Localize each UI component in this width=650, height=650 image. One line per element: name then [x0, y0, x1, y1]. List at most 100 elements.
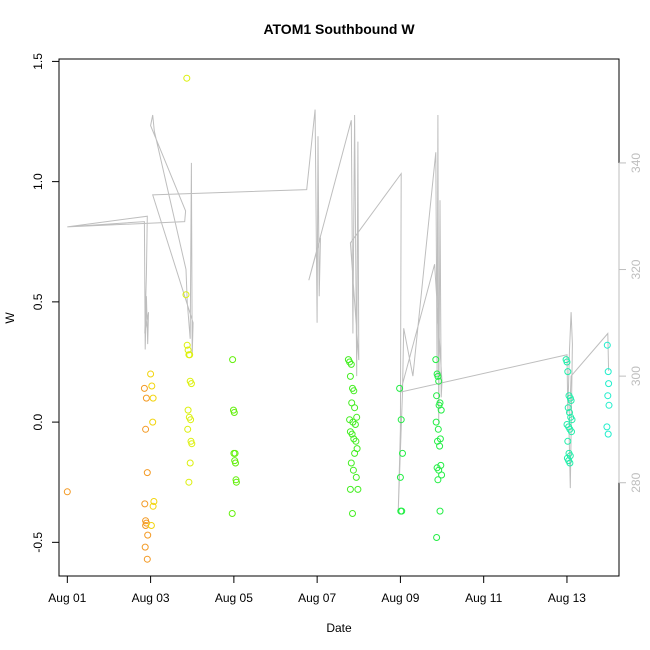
- y-axis-label: W: [3, 312, 17, 324]
- data-point: [564, 404, 572, 412]
- data-point: [563, 358, 571, 366]
- data-point: [142, 425, 150, 433]
- data-point: [348, 430, 356, 438]
- y2-tick-label: 280: [629, 472, 643, 492]
- x-tick-label: Aug 03: [132, 591, 170, 605]
- data-point: [352, 437, 360, 445]
- data-point: [143, 469, 151, 477]
- data-point: [396, 473, 404, 481]
- data-point: [185, 478, 193, 486]
- data-point: [603, 423, 611, 431]
- data-point: [436, 442, 444, 450]
- y-axis-right: 280 300 320 340: [618, 153, 643, 493]
- data-point: [141, 543, 149, 551]
- data-point: [63, 488, 71, 496]
- data-point: [148, 382, 156, 390]
- data-point: [438, 471, 446, 479]
- data-point: [567, 397, 575, 404]
- x-tick-label: Aug 07: [298, 591, 336, 605]
- data-points-layer: [63, 74, 613, 563]
- data-point: [228, 510, 236, 517]
- y2-tick-label: 300: [629, 366, 643, 386]
- data-point: [566, 459, 574, 467]
- data-point: [568, 416, 576, 424]
- data-point: [434, 425, 442, 433]
- data-point: [140, 384, 148, 392]
- data-point: [347, 459, 355, 467]
- data-point: [605, 380, 613, 388]
- x-axis: Aug 01 Aug 03 Aug 05 Aug 07 Aug 09 Aug 11 Aug …: [48, 575, 586, 605]
- data-point: [183, 341, 191, 349]
- data-point: [354, 485, 362, 493]
- data-point: [350, 387, 358, 395]
- y2-tick-label: 320: [629, 259, 643, 279]
- data-point: [351, 421, 359, 428]
- data-point: [397, 416, 405, 424]
- data-point: [230, 409, 238, 416]
- data-point: [349, 466, 357, 474]
- y-tick-label: 1.0: [31, 173, 45, 190]
- data-point: [434, 372, 442, 380]
- data-point: [566, 409, 573, 416]
- x-tick-label: Aug 05: [215, 591, 253, 605]
- data-point: [399, 449, 406, 457]
- data-point: [150, 498, 158, 505]
- y-axis-left: -0.5 0.0 0.5 1.0 1.5: [31, 53, 60, 553]
- data-point: [432, 418, 440, 426]
- right-axis-series-layer: [67, 109, 610, 510]
- data-point: [143, 555, 151, 563]
- data-point: [435, 377, 443, 385]
- data-point: [346, 372, 354, 380]
- y-tick-label: 0.0: [31, 413, 45, 430]
- data-point: [232, 478, 240, 486]
- data-point: [186, 351, 194, 359]
- data-point: [434, 476, 442, 484]
- x-tick-label: Aug 01: [48, 591, 86, 605]
- data-point: [433, 392, 441, 400]
- y2-tick-label: 340: [629, 153, 643, 173]
- data-point: [183, 74, 191, 82]
- right-axis-series-line: [67, 109, 610, 510]
- data-point: [604, 368, 612, 376]
- data-point: [187, 416, 195, 424]
- x-tick-label: Aug 09: [381, 591, 419, 605]
- y-tick-label: 0.5: [31, 293, 45, 310]
- data-point: [433, 534, 441, 541]
- data-point: [397, 507, 405, 515]
- data-point: [149, 394, 157, 402]
- data-point: [147, 370, 155, 378]
- data-point: [232, 476, 240, 484]
- data-point: [432, 356, 440, 364]
- data-point: [184, 406, 192, 414]
- data-point: [232, 459, 239, 467]
- data-point: [604, 392, 612, 400]
- data-point: [437, 406, 445, 414]
- data-point: [396, 384, 404, 392]
- data-point: [188, 440, 196, 448]
- data-point: [147, 522, 155, 529]
- data-point: [351, 404, 359, 412]
- data-point: [564, 437, 572, 445]
- data-point: [352, 473, 360, 481]
- data-point: [436, 507, 444, 515]
- data-point: [564, 368, 572, 376]
- data-point: [186, 459, 194, 467]
- data-point: [144, 531, 152, 539]
- data-point: [149, 502, 157, 510]
- y-tick-label: 1.5: [31, 53, 45, 70]
- data-point: [184, 425, 192, 433]
- x-tick-label: Aug 11: [465, 591, 502, 605]
- data-point: [182, 291, 190, 299]
- data-point: [353, 413, 361, 421]
- data-point: [142, 517, 150, 525]
- data-point: [568, 428, 575, 436]
- data-point: [349, 510, 356, 517]
- data-point: [604, 430, 612, 438]
- data-point: [603, 341, 611, 349]
- data-point: [229, 356, 237, 364]
- x-tick-label: Aug 13: [548, 591, 586, 605]
- data-point: [346, 485, 354, 493]
- x-axis-label: Date: [326, 621, 352, 635]
- data-point: [184, 346, 192, 354]
